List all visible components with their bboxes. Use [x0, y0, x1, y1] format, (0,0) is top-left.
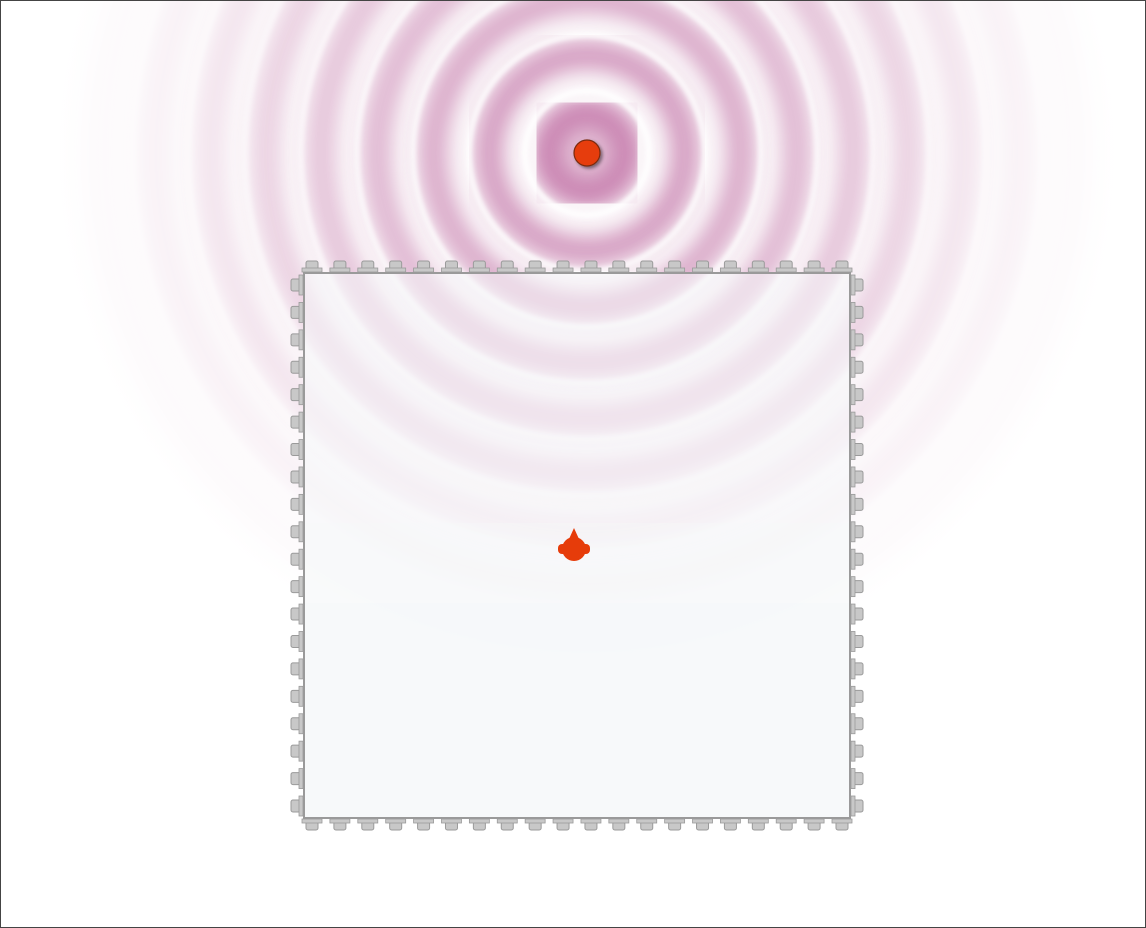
- wave-source-icon[interactable]: [573, 139, 601, 167]
- detector-probe-icon[interactable]: [558, 528, 590, 561]
